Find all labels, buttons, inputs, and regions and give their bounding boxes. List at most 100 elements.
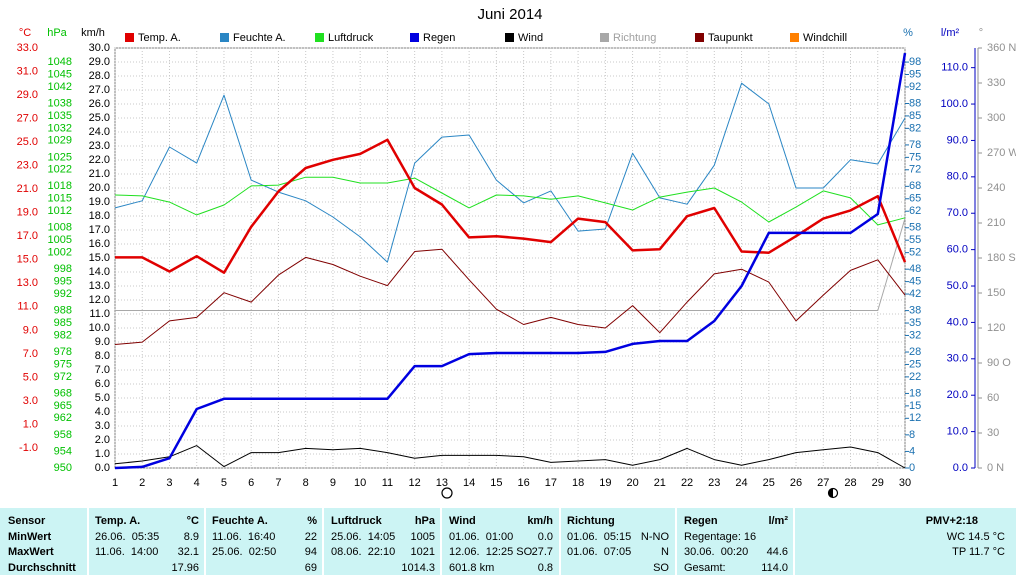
y-tick-label: 1022 bbox=[48, 164, 72, 176]
axis-unit: ° bbox=[979, 27, 983, 39]
y-tick-label: 11.0 bbox=[17, 301, 38, 313]
y-tick-label: 985 bbox=[54, 317, 72, 329]
y-tick-label: 330 bbox=[987, 77, 1005, 89]
y-tick-label: 75 bbox=[909, 151, 921, 163]
y-tick-label: 962 bbox=[54, 412, 72, 424]
x-tick-label: 20 bbox=[626, 477, 638, 489]
x-tick-label: 15 bbox=[490, 477, 502, 489]
table-cell: 01.06. 07:05 bbox=[567, 546, 631, 558]
table-cell: 26.06. 05:35 bbox=[95, 531, 159, 543]
y-tick-label: 58 bbox=[909, 222, 921, 234]
legend-label: Wind bbox=[518, 32, 543, 44]
y-tick-label: 4 bbox=[909, 445, 915, 457]
y-tick-label: 954 bbox=[54, 445, 72, 457]
y-tick-label: 52 bbox=[909, 247, 921, 259]
table-cell: Wind bbox=[449, 515, 476, 527]
table-cell: 1014.3 bbox=[401, 562, 435, 574]
y-tick-label: 4.0 bbox=[95, 406, 110, 418]
x-tick-label: 21 bbox=[654, 477, 666, 489]
y-tick-label: 270 W bbox=[987, 147, 1016, 159]
table-cell: hPa bbox=[415, 515, 436, 527]
y-tick-label: 98 bbox=[909, 56, 921, 68]
table-cell: 22 bbox=[305, 531, 317, 543]
y-tick-label: 78 bbox=[909, 139, 921, 151]
y-tick-label: 11.0 bbox=[89, 308, 110, 320]
y-tick-label: 17.0 bbox=[17, 230, 38, 242]
table-cell: Gesamt: bbox=[684, 562, 726, 574]
y-tick-label: 12.0 bbox=[89, 294, 110, 306]
y-tick-label: 8 bbox=[909, 429, 915, 441]
y-tick-label: 55 bbox=[909, 234, 921, 246]
y-tick-label: 25 bbox=[909, 358, 921, 370]
y-tick-label: 7.0 bbox=[95, 364, 110, 376]
x-tick-label: 25 bbox=[763, 477, 775, 489]
y-tick-label: 1.0 bbox=[95, 448, 110, 460]
y-tick-label: 7.0 bbox=[23, 348, 38, 360]
y-tick-label: 21.0 bbox=[17, 183, 38, 195]
y-tick-label: 72 bbox=[909, 164, 921, 176]
y-tick-label: 28 bbox=[909, 346, 921, 358]
y-tick-label: 18 bbox=[909, 387, 921, 399]
y-tick-label: 8.0 bbox=[95, 350, 110, 362]
y-tick-label: 80.0 bbox=[947, 171, 968, 183]
y-tick-label: 975 bbox=[54, 358, 72, 370]
y-tick-label: 10.0 bbox=[89, 322, 110, 334]
table-cell: Regen bbox=[684, 515, 718, 527]
y-tick-label: 1032 bbox=[48, 122, 72, 134]
y-tick-label: 1045 bbox=[48, 68, 72, 80]
y-tick-label: 16.0 bbox=[89, 238, 110, 250]
y-tick-label: 90 O bbox=[987, 357, 1011, 369]
legend-swatch bbox=[315, 33, 324, 42]
axis-unit: % bbox=[903, 27, 913, 39]
y-tick-label: 1029 bbox=[48, 135, 72, 147]
table-cell: Sensor bbox=[8, 515, 46, 527]
y-tick-label: 1025 bbox=[48, 151, 72, 163]
y-tick-label: 30.0 bbox=[947, 353, 968, 365]
y-tick-label: 950 bbox=[54, 462, 72, 474]
y-tick-label: 1012 bbox=[48, 205, 72, 217]
y-tick-label: 15 bbox=[909, 400, 921, 412]
y-tick-label: 1035 bbox=[48, 110, 72, 122]
table-cell: 01.06. 01:00 bbox=[449, 531, 513, 543]
y-tick-label: 23.0 bbox=[17, 160, 38, 172]
y-tick-label: 38 bbox=[909, 305, 921, 317]
table-cell: 30.06. 00:20 bbox=[684, 546, 748, 558]
y-tick-label: 1015 bbox=[48, 193, 72, 205]
table-cell: 25.06. 14:05 bbox=[331, 531, 395, 543]
y-tick-label: 90.0 bbox=[947, 134, 968, 146]
y-tick-label: 0 N bbox=[987, 462, 1004, 474]
y-tick-label: 48 bbox=[909, 263, 921, 275]
y-tick-label: 10.0 bbox=[947, 426, 968, 438]
table-cell: 114.0 bbox=[761, 562, 788, 574]
y-tick-label: 85 bbox=[909, 110, 921, 122]
y-tick-label: 300 bbox=[987, 112, 1005, 124]
y-tick-label: 82 bbox=[909, 122, 921, 134]
x-tick-label: 28 bbox=[844, 477, 856, 489]
y-tick-label: 21.0 bbox=[89, 168, 110, 180]
y-tick-label: 28.0 bbox=[89, 70, 110, 82]
y-tick-label: 60 bbox=[987, 392, 999, 404]
table-cell: 25.06. 02:50 bbox=[212, 546, 276, 558]
series-line bbox=[114, 52, 907, 470]
y-tick-label: 0.0 bbox=[95, 462, 110, 474]
y-tick-label: 62 bbox=[909, 205, 921, 217]
table-cell: Richtung bbox=[567, 515, 615, 527]
table-cell: Temp. A. bbox=[95, 515, 140, 527]
table-cell: Feuchte A. bbox=[212, 515, 268, 527]
y-tick-label: 25.0 bbox=[17, 136, 38, 148]
table-cell: 1005 bbox=[411, 531, 435, 543]
x-tick-label: 2 bbox=[139, 477, 145, 489]
x-tick-label: 17 bbox=[545, 477, 557, 489]
y-tick-label: 120 bbox=[987, 322, 1005, 334]
y-tick-label: 240 bbox=[987, 182, 1005, 194]
y-tick-label: 33.0 bbox=[17, 42, 38, 54]
x-tick-label: 22 bbox=[681, 477, 693, 489]
y-tick-label: 15.0 bbox=[17, 254, 38, 266]
table-cell: 69 bbox=[305, 562, 317, 574]
legend-label: Taupunkt bbox=[708, 32, 753, 44]
y-tick-label: 60.0 bbox=[947, 244, 968, 256]
y-tick-label: 19.0 bbox=[89, 196, 110, 208]
x-tick-label: 30 bbox=[899, 477, 911, 489]
table-cell: 11.06. 14:00 bbox=[95, 546, 158, 558]
